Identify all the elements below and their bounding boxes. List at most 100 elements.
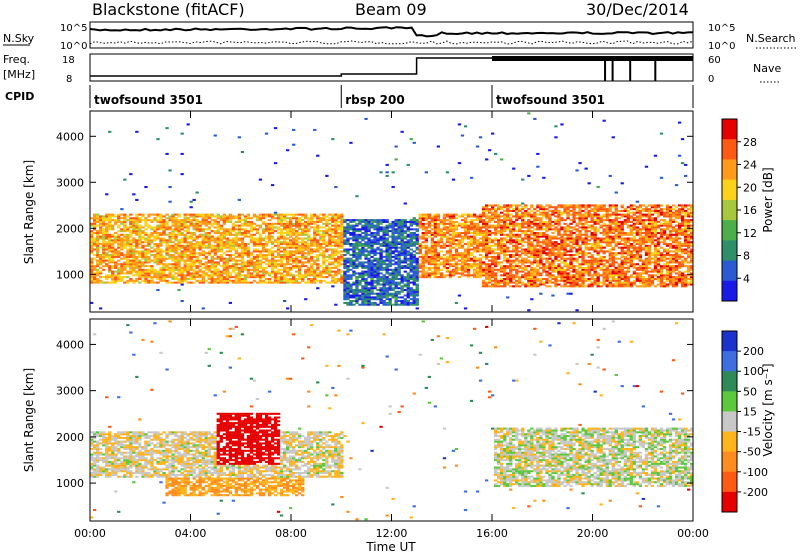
heatmap-cell xyxy=(270,276,275,279)
heatmap-cell xyxy=(292,265,296,268)
heatmap-cell xyxy=(475,272,480,275)
heatmap-cell xyxy=(370,241,374,244)
heatmap-cell xyxy=(313,276,317,279)
heatmap-cell xyxy=(376,265,380,268)
heatmap-cell xyxy=(162,241,166,244)
heatmap-cell xyxy=(295,224,299,227)
heatmap-cell xyxy=(264,244,269,247)
heatmap-cell xyxy=(421,266,425,269)
heatmap-cell xyxy=(204,266,208,269)
heatmap-cell xyxy=(117,226,121,229)
heatmap-cell xyxy=(494,259,498,262)
heatmap-cell xyxy=(436,241,441,244)
heatmap-cell xyxy=(436,233,441,236)
heatmap-cell xyxy=(117,259,121,262)
heatmap-cell xyxy=(545,270,549,273)
heatmap-cell xyxy=(382,219,386,222)
heatmap-cell xyxy=(171,266,175,269)
heatmap-cell xyxy=(545,213,549,216)
heatmap-cell xyxy=(120,208,124,211)
heatmap-cell xyxy=(566,276,570,279)
heatmap-cell xyxy=(406,233,410,236)
heatmap-cell xyxy=(533,268,537,271)
heatmap-cell xyxy=(162,259,166,262)
heatmap-cell xyxy=(267,213,272,216)
heatmap-cell xyxy=(554,211,558,214)
heatmap-cell xyxy=(129,279,133,282)
heatmap-cell xyxy=(563,285,567,288)
heatmap-cell xyxy=(349,248,353,251)
heatmap-cell xyxy=(174,268,178,271)
heatmap-cell xyxy=(267,272,272,275)
heatmap-cell xyxy=(286,230,290,233)
heatmap-cell xyxy=(403,224,407,227)
heatmap-cell xyxy=(105,219,109,222)
heatmap-cell xyxy=(120,230,124,233)
heatmap-cell xyxy=(518,243,522,246)
heatmap-cell xyxy=(475,266,480,269)
heatmap-cell xyxy=(352,219,356,222)
heatmap-cell xyxy=(512,248,516,251)
heatmap-cell xyxy=(433,261,438,264)
heatmap-cell xyxy=(524,250,528,253)
heatmap-cell xyxy=(153,219,157,222)
heatmap-cell xyxy=(258,235,263,238)
heatmap-cell xyxy=(497,263,501,266)
heatmap-cell xyxy=(105,246,109,249)
heatmap-cell xyxy=(391,287,395,290)
heatmap-cell xyxy=(460,266,465,269)
heatmap-cell xyxy=(472,255,477,258)
heatmap-cell xyxy=(469,219,474,222)
heatmap-cell xyxy=(295,246,299,249)
heatmap-cell xyxy=(298,259,302,262)
heatmap-cell xyxy=(201,257,205,260)
heatmap-cell xyxy=(367,239,371,242)
heatmap-cell xyxy=(243,220,248,223)
heatmap-cell xyxy=(108,235,112,238)
heatmap-cell xyxy=(536,274,540,277)
heatmap-cell xyxy=(123,226,127,229)
heatmap-cell xyxy=(276,270,281,273)
heatmap-cell xyxy=(258,255,263,258)
heatmap-cell xyxy=(328,255,332,258)
heatmap-cell xyxy=(373,220,377,223)
heatmap-cell xyxy=(322,237,326,240)
heatmap-cell xyxy=(355,228,359,231)
heatmap-cell xyxy=(454,265,459,268)
heatmap-cell xyxy=(385,296,389,299)
heatmap-cell xyxy=(189,233,193,236)
heatmap-cell xyxy=(518,215,522,218)
heatmap-cell xyxy=(171,259,175,262)
heatmap-cell xyxy=(105,237,109,240)
heatmap-cell xyxy=(454,266,459,269)
heatmap-cell xyxy=(267,254,272,257)
heatmap-cell xyxy=(448,250,453,253)
heatmap-cell xyxy=(424,233,429,236)
heatmap-cell xyxy=(433,257,438,260)
heatmap-cell xyxy=(162,224,166,227)
heatmap-cell xyxy=(201,213,205,216)
heatmap-cell xyxy=(159,270,163,273)
heatmap-cell xyxy=(213,270,217,273)
heatmap-cell xyxy=(102,261,106,264)
heatmap-cell xyxy=(117,255,121,258)
heatmap-cell xyxy=(361,219,365,222)
heatmap-cell xyxy=(243,279,248,282)
heatmap-cell xyxy=(415,270,419,273)
heatmap-cell xyxy=(388,226,392,229)
heatmap-cell xyxy=(289,279,293,282)
heatmap-cell xyxy=(548,237,552,240)
heatmap-cell xyxy=(301,255,305,258)
heatmap-cell xyxy=(424,230,429,233)
heatmap-cell xyxy=(445,259,450,262)
heatmap-cell xyxy=(515,230,519,233)
heatmap-cell xyxy=(111,228,115,231)
heatmap-cell xyxy=(554,241,558,244)
heatmap-cell xyxy=(481,230,486,233)
heatmap-cell xyxy=(560,213,564,216)
heatmap-cell xyxy=(524,278,528,281)
heatmap-cell xyxy=(126,255,130,258)
heatmap-cell xyxy=(448,213,453,216)
heatmap-cell xyxy=(469,228,474,231)
heatmap-cell xyxy=(343,272,347,275)
